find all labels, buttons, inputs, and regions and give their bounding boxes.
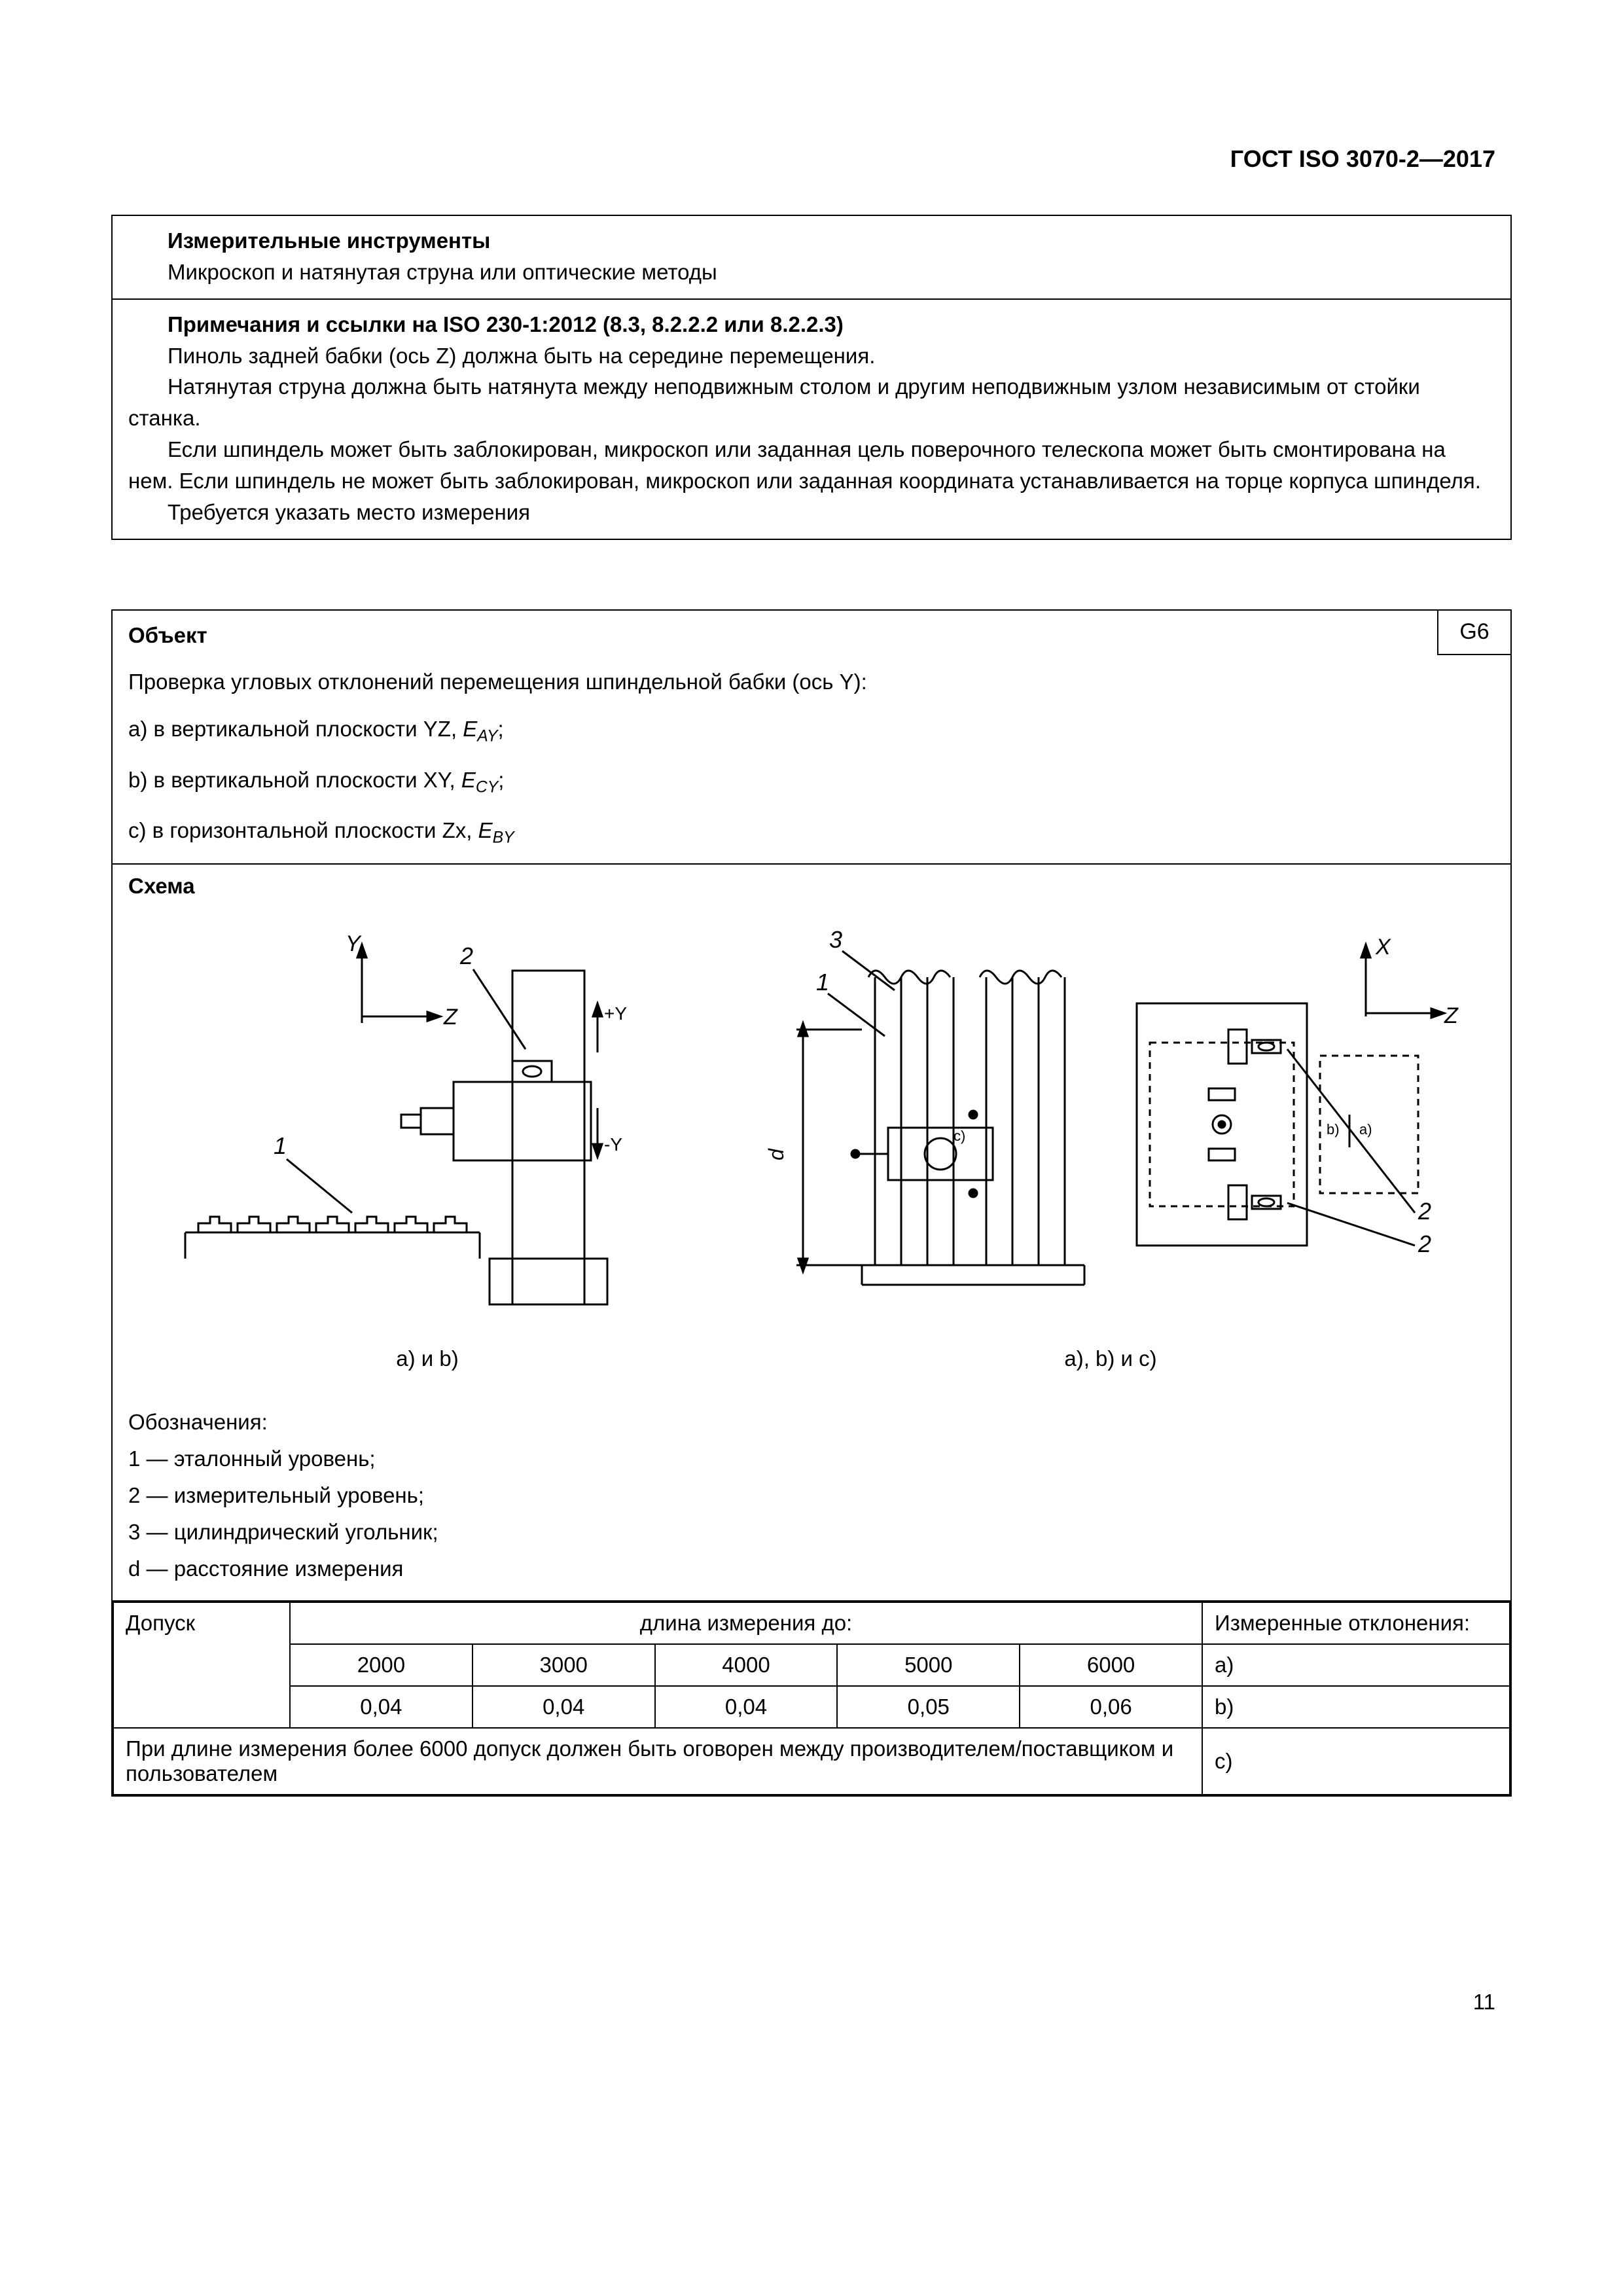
svg-text:+Y: +Y [604,1003,627,1024]
table-row: 0,04 0,04 0,04 0,05 0,06 b) [113,1686,1510,1728]
table-row: При длине измерения более 6000 допуск до… [113,1728,1510,1795]
notes-p2: Натянутая струна должна быть натянута ме… [128,371,1495,434]
object-box: Объект Проверка угловых отклонений перем… [111,609,1512,1797]
schema-left: Y Z 2 [159,912,696,1371]
notes-p1: Пиноль задней бабки (ось Z) должна быть … [128,340,1495,372]
tolerance-table: Допуск длина измерения до: Измеренные от… [113,1602,1510,1795]
notes-p4: Требуется указать место измерения [128,497,1495,528]
table-row: 2000 3000 4000 5000 6000 a) [113,1644,1510,1686]
svg-text:b): b) [1327,1121,1340,1138]
object-body: Проверка угловых отклонений перемещения … [128,666,1421,698]
th-dev: Измеренные отклонения: [1202,1602,1510,1644]
svg-text:Y: Y [346,931,362,956]
table-row: Допуск длина измерения до: Измеренные от… [113,1602,1510,1644]
instruments-body: Микроскоп и натянутая струна или оптичес… [128,257,1495,288]
svg-text:a): a) [1359,1121,1372,1138]
instruments-box: Измерительные инструменты Микроскоп и на… [111,215,1512,540]
object-item-a: a) в вертикальной плоскости YZ, EAY; [128,713,1421,748]
svg-text:3: 3 [829,926,842,953]
svg-text:-Y: -Y [604,1134,622,1155]
notes-p3: Если шпиндель может быть заблокирован, м… [128,434,1495,497]
cell: 6000 [1020,1644,1202,1686]
page-number: 11 [1473,1990,1495,2015]
tol-note: При длине измерения более 6000 допуск до… [113,1728,1202,1795]
dev-c: c) [1202,1728,1510,1795]
svg-text:2: 2 [1418,1230,1431,1257]
standard-header: ГОСТ ISO 3070-2—2017 [1230,145,1495,173]
cell: 4000 [655,1644,838,1686]
dev-b: b) [1202,1686,1510,1728]
svg-text:Z: Z [1444,1003,1459,1028]
object-main: Объект Проверка угловых отклонений перем… [113,611,1437,863]
cell: 5000 [837,1644,1020,1686]
object-item-b: b) в вертикальной плоскости XY, ECY; [128,764,1421,799]
svg-text:2: 2 [459,942,473,969]
cell: 0,04 [473,1686,655,1728]
cell: 0,04 [655,1686,838,1728]
cell: 2000 [290,1644,473,1686]
svg-text:d: d [764,1148,788,1160]
caption-right: a), b) и c) [757,1346,1464,1371]
cell: 3000 [473,1644,655,1686]
svg-text:1: 1 [816,969,829,996]
instruments-section: Измерительные инструменты Микроскоп и на… [113,216,1510,300]
object-title: Объект [128,620,1421,651]
th-dopusk: Допуск [113,1602,290,1728]
instruments-title: Измерительные инструменты [128,225,1495,257]
notes-title: Примечания и ссылки на ISO 230-1:2012 (8… [128,309,1495,340]
svg-text:c): c) [954,1128,965,1144]
schema-title: Схема [128,874,1495,899]
object-header-row: Объект Проверка угловых отклонений перем… [113,611,1510,865]
cell: 0,04 [290,1686,473,1728]
cell: 0,06 [1020,1686,1202,1728]
cell: 0,05 [837,1686,1020,1728]
legend: Обозначения: 1 — эталонный уровень; 2 — … [128,1404,1495,1587]
legend-3: 3 — цилиндрический угольник; [128,1514,1495,1551]
legend-2: 2 — измерительный уровень; [128,1477,1495,1514]
schema-right: 3 1 [757,912,1464,1371]
caption-left: a) и b) [159,1346,696,1371]
notes-section: Примечания и ссылки на ISO 230-1:2012 (8… [113,300,1510,539]
legend-title: Обозначения: [128,1404,1495,1441]
object-code: G6 [1437,611,1510,655]
svg-text:Z: Z [443,1005,458,1030]
dev-a: a) [1202,1644,1510,1686]
object-item-c: c) в горизонтальной плоскости Zx, EBY [128,815,1421,850]
schema-section: Схема Y Z 2 [113,865,1510,1602]
th-length: длина измерения до: [290,1602,1202,1644]
legend-d: d — расстояние измерения [128,1551,1495,1587]
svg-text:X: X [1375,935,1391,960]
svg-text:2: 2 [1418,1198,1431,1225]
legend-1: 1 — эталонный уровень; [128,1441,1495,1477]
svg-text:1: 1 [274,1132,287,1159]
